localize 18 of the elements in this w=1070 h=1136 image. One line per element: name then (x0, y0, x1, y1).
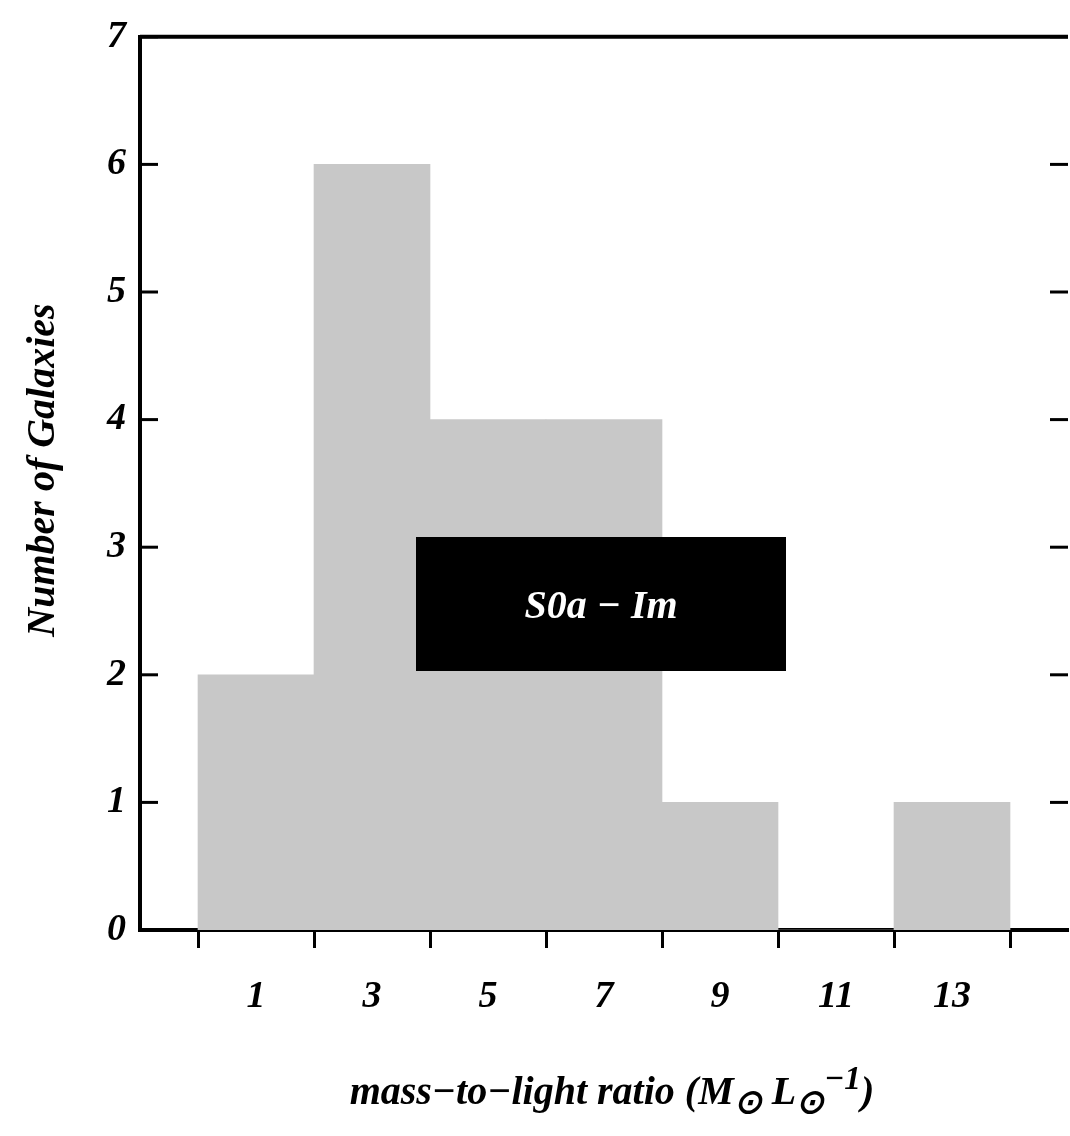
x-tick-label: 5 (478, 972, 498, 1015)
x-tick-label: 7 (594, 972, 616, 1015)
y-tick-label: 3 (106, 523, 126, 566)
x-tick-label: 9 (710, 972, 730, 1015)
y-tick-label: 5 (107, 267, 126, 310)
y-tick-label: 2 (106, 650, 126, 693)
y-axis-title: Number of Galaxies (16, 303, 64, 637)
label-box: S0a − Im (416, 537, 786, 671)
x-tick-label: 11 (818, 972, 854, 1015)
y-tick-label: 7 (107, 12, 128, 55)
y-tick-label: 1 (107, 778, 126, 821)
x-tick-label: 1 (246, 972, 266, 1015)
x-tick-label: 13 (933, 972, 971, 1015)
x-axis-title: mass−to−light ratio (M$_{⊙}$ L$_{⊙}$$^{−1}$) (349, 1059, 875, 1121)
y-tick-label: 6 (107, 140, 126, 183)
x-tick-label: 3 (361, 972, 382, 1015)
y-tick-label: 4 (106, 395, 126, 438)
y-tick-label: 0 (107, 905, 126, 948)
